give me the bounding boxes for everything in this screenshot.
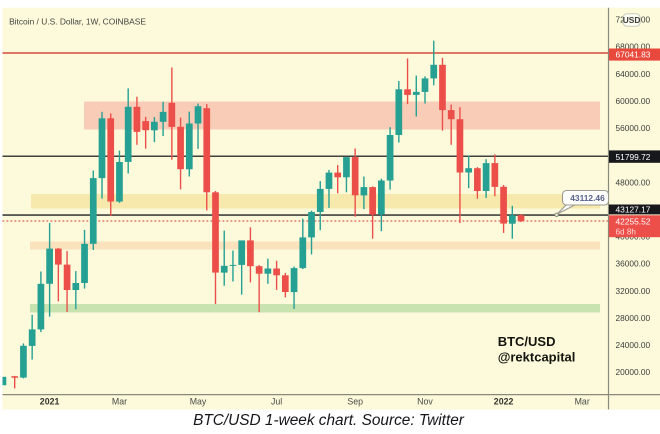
svg-text:6d 8h: 6d 8h — [616, 227, 637, 236]
svg-text:64000.00: 64000.00 — [616, 69, 651, 79]
svg-text:28000.00: 28000.00 — [616, 313, 651, 323]
svg-text:32000.00: 32000.00 — [616, 286, 651, 296]
svg-text:Mar: Mar — [112, 397, 127, 407]
svg-text:USD: USD — [623, 15, 641, 25]
svg-text:2022: 2022 — [494, 397, 514, 407]
svg-text:68000.00: 68000.00 — [616, 42, 651, 52]
svg-text:51799.72: 51799.72 — [616, 152, 651, 162]
svg-text:43112.46: 43112.46 — [570, 193, 605, 203]
svg-text:Sep: Sep — [347, 397, 363, 407]
svg-text:36000.00: 36000.00 — [616, 259, 651, 269]
svg-text:56000.00: 56000.00 — [616, 123, 651, 133]
svg-text:Nov: Nov — [417, 397, 433, 407]
svg-text:Jul: Jul — [271, 397, 282, 407]
svg-text:60000.00: 60000.00 — [616, 96, 651, 106]
svg-text:42255.52: 42255.52 — [616, 216, 651, 226]
svg-text:67041.83: 67041.83 — [616, 50, 651, 60]
svg-text:May: May — [190, 397, 207, 407]
svg-text:48000.00: 48000.00 — [616, 177, 651, 187]
svg-text:BTC/USD 1-week chart. Source:: BTC/USD 1-week chart. Source: Twitter — [193, 412, 465, 429]
svg-text:Mar: Mar — [575, 397, 590, 407]
svg-text:2021: 2021 — [40, 397, 60, 407]
svg-text:20000.00: 20000.00 — [616, 367, 651, 377]
svg-text:24000.00: 24000.00 — [616, 340, 651, 350]
svg-text:Bitcoin / U.S. Dollar, 1W, COI: Bitcoin / U.S. Dollar, 1W, COINBASE — [9, 16, 146, 26]
svg-text:BTC/USD: BTC/USD — [498, 334, 556, 349]
svg-text:43127.17: 43127.17 — [616, 205, 651, 215]
svg-text:@rektcapital: @rektcapital — [498, 350, 576, 365]
